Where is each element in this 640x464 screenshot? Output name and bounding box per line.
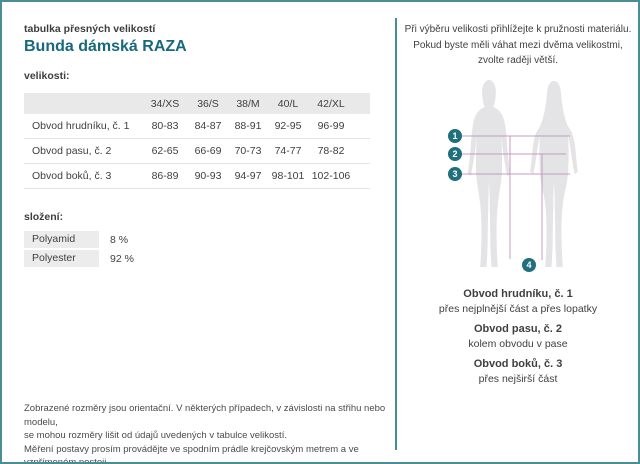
measurement-title: Obvod hrudníku, č. 1 — [463, 288, 573, 300]
measurement-title: Obvod pasu, č. 2 — [473, 323, 563, 335]
measurement-description-hips: Obvod boků, č. 3 přes nejširší část — [398, 357, 638, 387]
marker-icon-2: 2 — [448, 147, 462, 161]
marker-number: 4 — [526, 260, 531, 270]
size-value: 92-95 — [274, 120, 302, 132]
measurement-title: Obvod boků, č. 3 — [473, 358, 563, 370]
advice-line: Pokud byste měli váhat mezi dvěma veliko… — [413, 39, 623, 51]
sizes-table: 34/XS 36/S 38/M 40/L 42/XL Obvod hrudník… — [24, 93, 370, 189]
size-value: 70-73 — [234, 145, 262, 157]
measurement-desc: kolem obvodu v pase — [468, 338, 568, 350]
disclaimer-notes: Zobrazené rozměry jsou orientační. V něk… — [24, 402, 390, 464]
measurement-desc: přes nejplnější část a přes lopatky — [438, 303, 598, 315]
size-column-header: 42/XL — [317, 97, 345, 110]
size-value: 80-83 — [151, 120, 179, 132]
marker-number: 1 — [452, 131, 457, 141]
row-label: Obvod hrudníku, č. 1 — [32, 120, 130, 132]
marker-number: 3 — [452, 169, 457, 179]
size-value: 96-99 — [317, 120, 345, 132]
row-label: Obvod boků, č. 3 — [32, 170, 112, 182]
size-value: 102-106 — [311, 170, 351, 182]
table-kicker: tabulka přesných velikostí — [24, 23, 156, 35]
composition-row: Polyester 92 % — [24, 250, 244, 267]
body-measurement-figure: 1 2 3 4 — [448, 80, 578, 272]
sizes-section-label: velikosti: — [24, 70, 70, 82]
size-column-header: 34/XS — [150, 97, 180, 110]
composition-table: Polyamid 8 % Polyester 92 % — [24, 231, 244, 269]
table-row-hips: Obvod boků, č. 3 86-89 90-93 94-97 98-10… — [24, 164, 370, 189]
note-line: Měření postavy prosím provádějte ve spod… — [24, 443, 359, 464]
size-value: 90-93 — [194, 170, 222, 182]
size-value: 94-97 — [234, 170, 262, 182]
measurement-description-waist: Obvod pasu, č. 2 kolem obvodu v pase — [398, 322, 638, 352]
measurement-desc: přes nejširší část — [478, 373, 558, 385]
material-percentage: 8 % — [110, 233, 129, 246]
vertical-divider — [395, 18, 397, 450]
measurement-descriptions: Obvod hrudníku, č. 1 přes nejplnější čás… — [398, 287, 638, 392]
marker-icon-4: 4 — [522, 258, 536, 272]
size-column-header: 38/M — [236, 97, 260, 110]
composition-section-label: složení: — [24, 211, 64, 223]
row-label: Obvod pasu, č. 2 — [32, 145, 112, 157]
composition-row: Polyamid 8 % — [24, 231, 244, 248]
material-percentage: 92 % — [110, 252, 134, 265]
size-value: 84-87 — [194, 120, 222, 132]
size-advice-text: Při výběru velikosti přihlížejte k pružn… — [398, 22, 638, 69]
measurement-description-chest: Obvod hrudníku, č. 1 přes nejplnější čás… — [398, 287, 638, 317]
table-row-chest: Obvod hrudníku, č. 1 80-83 84-87 88-91 9… — [24, 114, 370, 139]
marker-icon-1: 1 — [448, 129, 462, 143]
sizes-table-header-row: 34/XS 36/S 38/M 40/L 42/XL — [24, 93, 370, 114]
size-value: 74-77 — [274, 145, 302, 157]
size-value: 86-89 — [151, 170, 179, 182]
page-title: Bunda dámská RAZA — [24, 38, 187, 55]
size-value: 78-82 — [317, 145, 345, 157]
marker-number: 2 — [452, 149, 457, 159]
size-value: 98-101 — [271, 170, 305, 182]
size-value: 88-91 — [234, 120, 262, 132]
marker-icon-3: 3 — [448, 167, 462, 181]
table-row-waist: Obvod pasu, č. 2 62-65 66-69 70-73 74-77… — [24, 139, 370, 164]
advice-line: zvolte raději větší. — [477, 55, 559, 66]
advice-line: Při výběru velikosti přihlížejte k pružn… — [404, 24, 632, 35]
material-name: Polyamid — [24, 231, 99, 248]
note-line: se mohou rozměry lišit od údajů uvedenýc… — [24, 430, 287, 441]
material-name: Polyester — [24, 250, 99, 267]
size-column-header: 40/L — [277, 97, 299, 110]
size-column-header: 36/S — [197, 97, 219, 110]
size-value: 62-65 — [151, 145, 179, 157]
size-value: 66-69 — [194, 145, 222, 157]
note-line: Zobrazené rozměry jsou orientační. V něk… — [24, 403, 386, 428]
